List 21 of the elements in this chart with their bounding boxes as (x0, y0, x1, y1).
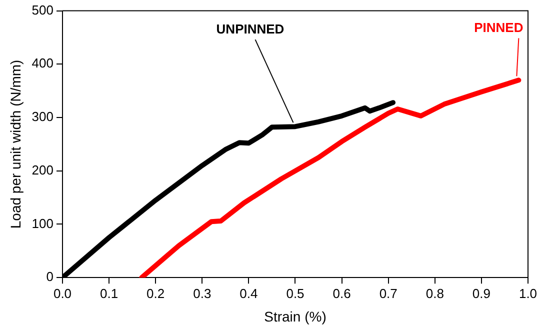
y-tick-label: 300 (32, 109, 54, 124)
x-tick-label: 0.4 (240, 286, 258, 301)
x-tick-label: 0.8 (426, 286, 444, 301)
y-axis-title: Load per unit width (N/mm) (7, 60, 24, 229)
x-tick-label: 1.0 (518, 286, 538, 301)
x-tick-label: 0.6 (332, 286, 351, 301)
y-tick-label: 500 (32, 2, 54, 18)
x-tick-label: 0.1 (100, 286, 118, 301)
x-axis-title: Strain (%) (264, 308, 326, 324)
x-tick-label: 0.0 (53, 286, 72, 301)
y-tick-label: 100 (32, 216, 54, 231)
x-tick-label: 0.3 (193, 286, 212, 301)
y-tick-label: 0 (46, 269, 54, 284)
x-tick-label: 0.7 (379, 286, 398, 301)
y-tick-label: 400 (32, 56, 54, 71)
x-tick-label: 0.2 (146, 286, 165, 301)
x-tick-label: 0.9 (472, 286, 490, 301)
x-tick-label: 0.5 (286, 286, 304, 301)
text: PINNED (474, 20, 524, 36)
text: UNPINNED (216, 22, 284, 37)
y-tick-label: 200 (32, 162, 54, 178)
